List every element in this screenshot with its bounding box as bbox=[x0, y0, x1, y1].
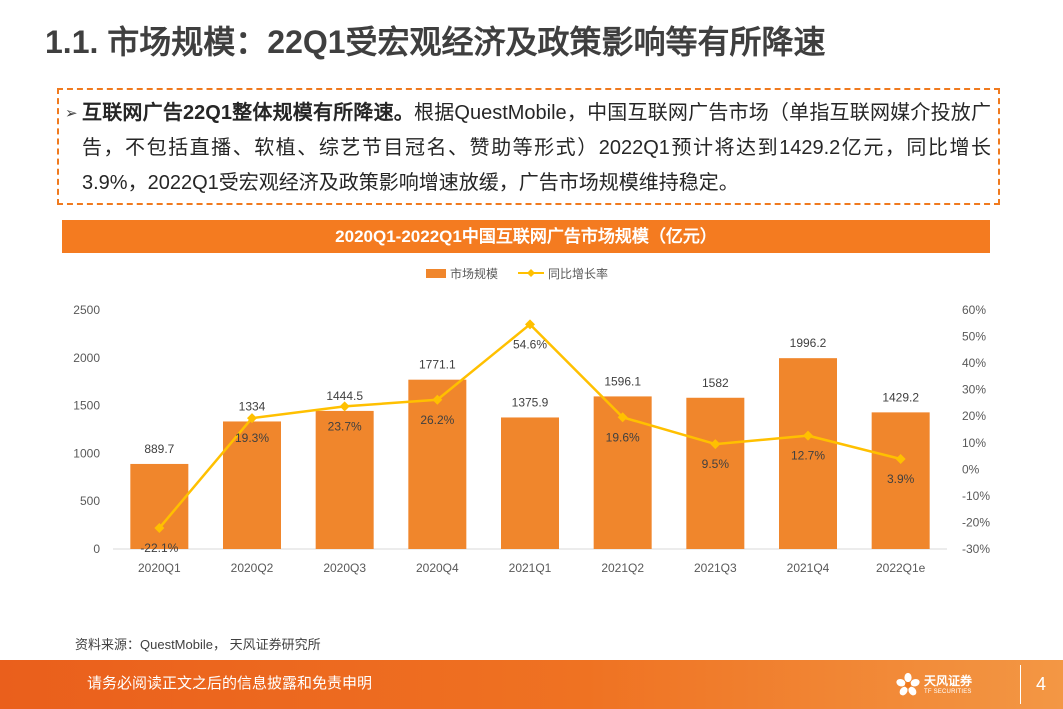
growth-value-label: 9.5% bbox=[702, 457, 730, 471]
bar bbox=[686, 397, 745, 549]
y2-tick-label: 10% bbox=[962, 436, 986, 450]
y2-tick-label: 60% bbox=[962, 303, 986, 317]
chart-title: 2020Q1-2022Q1中国互联网广告市场规模（亿元） bbox=[62, 220, 990, 253]
growth-marker bbox=[617, 412, 628, 423]
y2-tick-label: -30% bbox=[962, 542, 990, 556]
x-tick-label: 2021Q3 bbox=[694, 561, 737, 575]
growth-value-label: 19.6% bbox=[606, 430, 640, 444]
bar bbox=[315, 410, 374, 549]
footer-divider bbox=[1020, 665, 1021, 704]
legend-item-market-size: 市场规模 bbox=[425, 265, 498, 282]
summary-body: 根据QuestMobile，中国互联网广告市场（单指互联网媒介投放广告，不包括直… bbox=[82, 102, 991, 194]
summary-text: 互联网广告22Q1整体规模有所降速。根据QuestMobile，中国互联网广告市… bbox=[82, 96, 991, 201]
growth-marker bbox=[525, 319, 535, 330]
y2-tick-label: -20% bbox=[962, 515, 990, 529]
x-tick-label: 2021Q2 bbox=[601, 561, 644, 575]
bar-value-label: 1996.2 bbox=[790, 336, 827, 350]
growth-value-label: 26.2% bbox=[420, 413, 454, 427]
growth-marker bbox=[710, 439, 721, 450]
x-tick-label: 2020Q4 bbox=[416, 561, 459, 575]
y2-tick-label: 30% bbox=[962, 383, 986, 397]
legend-label-growth-rate: 同比增长率 bbox=[548, 266, 609, 281]
legend-item-growth-rate: 同比增长率 bbox=[518, 265, 608, 282]
y2-tick-label: -10% bbox=[962, 489, 990, 503]
tf-flower-logo-icon bbox=[896, 672, 920, 696]
bar bbox=[501, 417, 559, 549]
bar bbox=[779, 358, 837, 549]
y-tick-label: 2000 bbox=[73, 351, 100, 365]
growth-marker bbox=[803, 430, 813, 441]
x-tick-label: 2021Q4 bbox=[787, 561, 830, 575]
bar-value-label: 1771.1 bbox=[419, 358, 456, 372]
y-tick-label: 1500 bbox=[73, 399, 100, 413]
y2-tick-label: 50% bbox=[962, 330, 986, 344]
bar-value-label: 1444.5 bbox=[326, 389, 363, 403]
footer-bar: 请务必阅读正文之后的信息披露和免责申明 天风证券 TF SECURITIES 4 bbox=[0, 660, 1063, 709]
legend-bar-swatch-icon bbox=[425, 268, 446, 278]
logo-text: 天风证券 TF SECURITIES bbox=[924, 674, 972, 696]
logo-subtitle: TF SECURITIES bbox=[924, 689, 972, 695]
bar-value-label: 889.7 bbox=[144, 442, 174, 456]
summary-box: ➢ 互联网广告22Q1整体规模有所降速。根据QuestMobile，中国互联网广… bbox=[57, 88, 1000, 205]
y-tick-label: 0 bbox=[93, 542, 100, 556]
page-number: 4 bbox=[1035, 674, 1046, 694]
y2-tick-label: 0% bbox=[962, 462, 980, 476]
y2-tick-label: 40% bbox=[962, 356, 986, 370]
growth-marker bbox=[247, 413, 257, 424]
bar-value-label: 1334 bbox=[239, 399, 266, 413]
y-tick-label: 1000 bbox=[73, 446, 100, 460]
growth-value-label: 19.3% bbox=[235, 431, 269, 445]
arrow-bullet-icon: ➢ bbox=[65, 104, 78, 122]
bar bbox=[408, 379, 467, 549]
growth-value-label: 23.7% bbox=[328, 419, 362, 433]
bar bbox=[871, 412, 930, 549]
logo-name: 天风证券 bbox=[924, 674, 973, 688]
bar-value-label: 1375.9 bbox=[512, 395, 549, 409]
x-tick-label: 2022Q1e bbox=[876, 561, 926, 575]
y-tick-label: 500 bbox=[80, 494, 100, 508]
slide-title: 1.1. 市场规模：22Q1受宏观经济及政策影响等有所降速 bbox=[45, 24, 826, 60]
growth-value-label: -22.1% bbox=[140, 541, 178, 555]
combo-chart: 889.7 1334 1444.5 1771.1 1375.9 1596.1 1582 199… bbox=[60, 295, 990, 585]
bar bbox=[130, 463, 189, 549]
legend-label-market-size: 市场规模 bbox=[449, 266, 498, 281]
y2-tick-label: 20% bbox=[962, 409, 986, 423]
chart-legend: 市场规模 同比增长率 bbox=[62, 264, 972, 282]
x-tick-label: 2021Q1 bbox=[509, 561, 552, 575]
growth-value-label: 12.7% bbox=[791, 449, 825, 463]
chart-plot-area: 889.7 1334 1444.5 1771.1 1375.9 1596.1 1582 199… bbox=[73, 303, 990, 575]
growth-value-label: 3.9% bbox=[887, 472, 915, 486]
bar-value-label: 1596.1 bbox=[604, 374, 641, 388]
bar-value-label: 1429.2 bbox=[882, 390, 919, 404]
summary-lead: 互联网广告22Q1整体规模有所降速。 bbox=[82, 102, 414, 124]
legend-line-diamond-icon bbox=[518, 269, 544, 277]
growth-marker bbox=[339, 401, 350, 412]
bar-value-label: 1582 bbox=[702, 376, 729, 390]
growth-marker bbox=[895, 453, 906, 464]
footer-disclaimer: 请务必阅读正文之后的信息披露和免责申明 bbox=[87, 675, 373, 692]
growth-value-label: 54.6% bbox=[513, 337, 547, 351]
growth-marker bbox=[154, 523, 165, 534]
x-tick-label: 2020Q3 bbox=[323, 561, 366, 575]
growth-marker bbox=[432, 394, 443, 405]
tf-logo: 天风证券 TF SECURITIES bbox=[895, 670, 972, 700]
x-tick-label: 2020Q2 bbox=[231, 561, 274, 575]
y-tick-label: 2500 bbox=[73, 303, 100, 317]
x-tick-label: 2020Q1 bbox=[138, 561, 181, 575]
source-note: 资料来源：QuestMobile， 天风证券研究所 bbox=[75, 637, 321, 652]
